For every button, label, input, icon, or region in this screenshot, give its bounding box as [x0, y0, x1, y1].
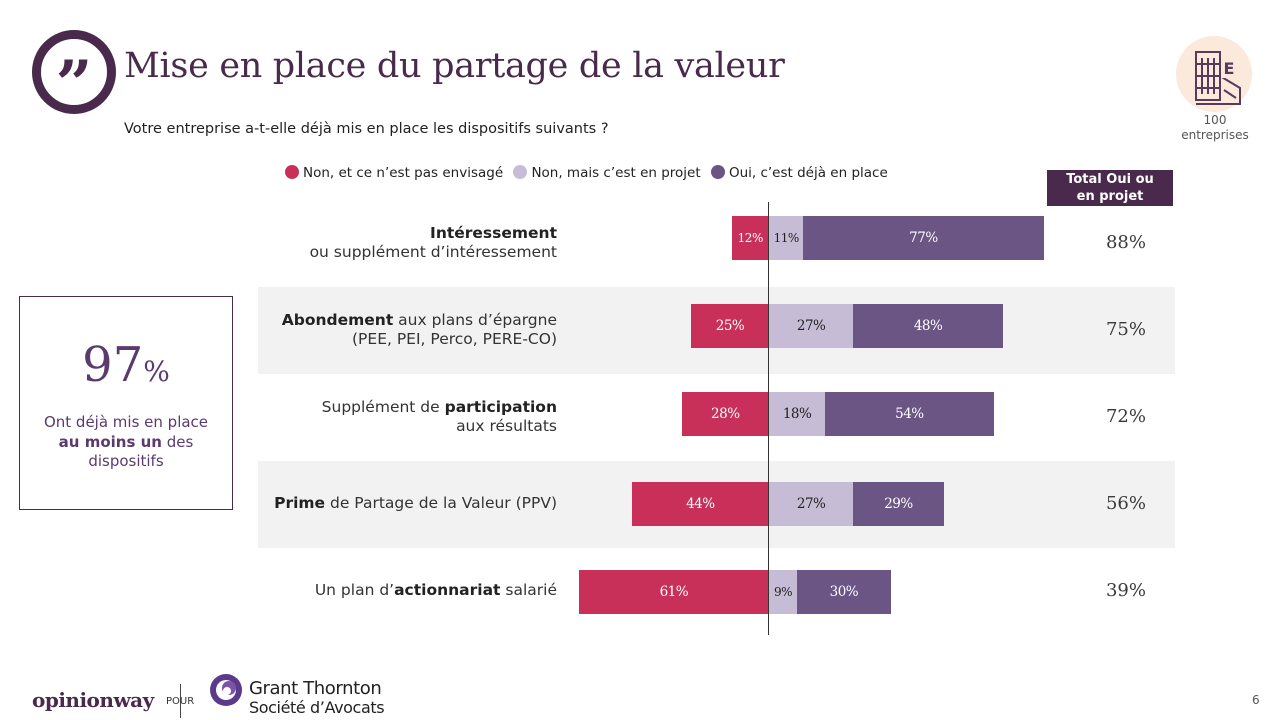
- bar-en-place: 48%: [853, 304, 1003, 348]
- bar-value-label: 48%: [913, 318, 943, 334]
- page-title: Mise en place du partage de la valeur: [124, 46, 785, 86]
- bar-value-label: 27%: [796, 318, 826, 334]
- bar-value-label: 61%: [659, 584, 689, 600]
- total-header-line2: en projet: [1076, 189, 1144, 204]
- bar-en-projet: 27%: [769, 482, 854, 526]
- highlight-box: 97% Ont déjà mis en place au moins un de…: [19, 296, 233, 510]
- label-bold: participation: [444, 398, 557, 416]
- legend: Non, et ce n’est pas envisagé Non, mais …: [285, 165, 894, 181]
- legend-label: Non, et ce n’est pas envisagé: [303, 165, 504, 181]
- legend-label: Non, mais c’est en projet: [531, 165, 701, 181]
- bar-non-envisage: 61%: [578, 570, 769, 614]
- label-line2: ou supplément d’intéressement: [309, 243, 557, 261]
- bar-non-envisage: 12%: [731, 216, 769, 260]
- caption-text-2: des dispositifs: [88, 432, 194, 471]
- building-icon: E: [1176, 36, 1252, 112]
- bar-en-place: 29%: [853, 482, 944, 526]
- label-bold: actionnariat: [394, 581, 501, 599]
- category-label-actionnariat: Un plan d’actionnariat salarié: [315, 581, 557, 600]
- category-label-ppv: Prime de Partage de la Valeur (PPV): [274, 494, 557, 513]
- svg-text:E: E: [1224, 59, 1235, 78]
- bar-value-label: 12%: [737, 231, 764, 245]
- legend-item-en-place: Oui, c’est déjà en place: [710, 165, 888, 181]
- bar-value-label: 29%: [884, 496, 913, 512]
- grant-thornton-logo-icon: [208, 672, 244, 712]
- total-column-header: Total Oui ou en projet: [1047, 170, 1173, 206]
- label-line2: aux résultats: [456, 417, 557, 435]
- quote-badge: ”: [32, 30, 116, 122]
- bar-value-label: 44%: [686, 496, 715, 512]
- label-line2: (PEE, PEI, Perco, PERE-CO): [352, 330, 557, 348]
- bar-value-label: 54%: [895, 406, 924, 422]
- legend-item-non-envisage: Non, et ce n’est pas envisagé: [285, 165, 503, 181]
- total-value: 88%: [1105, 232, 1146, 253]
- sample-count: 100: [1203, 113, 1227, 127]
- legend-label: Oui, c’est déjà en place: [728, 165, 888, 181]
- legend-swatch: [285, 165, 299, 179]
- total-value: 72%: [1105, 406, 1146, 427]
- label-rest: salarié: [500, 581, 557, 599]
- bar-value-label: 9%: [774, 585, 793, 599]
- bar-value-label: 25%: [715, 318, 745, 334]
- label-bold: Prime: [274, 494, 326, 512]
- highlight-caption: Ont déjà mis en place au moins un des di…: [30, 413, 222, 472]
- highlight-unit: %: [143, 355, 170, 388]
- bar-value-label: 30%: [829, 584, 859, 600]
- bar-value-label: 18%: [782, 406, 812, 422]
- caption-bold: au moins un: [58, 432, 162, 451]
- bar-value-label: 11%: [773, 231, 800, 245]
- bar-en-projet: 11%: [769, 216, 804, 260]
- bar-en-place: 30%: [797, 570, 891, 614]
- bar-en-place: 77%: [803, 216, 1044, 260]
- survey-question: Votre entreprise a-t-elle déjà mis en pl…: [124, 121, 609, 137]
- legend-swatch: [710, 165, 725, 179]
- total-value: 75%: [1105, 319, 1146, 340]
- label-rest: de Partage de la Valeur (PPV): [325, 494, 557, 512]
- total-header-line1: Total Oui ou: [1066, 172, 1154, 187]
- bar-en-projet: 18%: [769, 392, 826, 436]
- page-number: 6: [1252, 693, 1260, 707]
- label-pre: Supplément de: [321, 398, 445, 416]
- partner-name: Grant Thornton: [249, 678, 382, 699]
- highlight-value: 97%: [20, 337, 232, 393]
- partner-subtitle: Société d’Avocats: [249, 698, 385, 717]
- bar-value-label: 27%: [796, 496, 826, 512]
- legend-swatch: [513, 165, 528, 179]
- highlight-number: 97: [82, 337, 144, 393]
- bar-value-label: 28%: [711, 406, 740, 422]
- label-bold: Intéressement: [430, 224, 557, 242]
- total-value: 39%: [1105, 580, 1146, 601]
- divider: [180, 684, 181, 718]
- label-pre: Un plan d’: [314, 581, 395, 599]
- bar-en-projet: 9%: [769, 570, 798, 614]
- label-bold: Abondement: [281, 311, 394, 329]
- bar-en-projet: 27%: [769, 304, 854, 348]
- total-value: 56%: [1105, 493, 1146, 514]
- bar-non-envisage: 25%: [691, 304, 769, 348]
- category-label-abondement: Abondement aux plans d’épargne (PEE, PEI…: [282, 311, 557, 349]
- bar-non-envisage: 44%: [631, 482, 769, 526]
- category-label-interessement: Intéressement ou supplément d’intéressem…: [310, 224, 557, 262]
- bar-value-label: 77%: [909, 230, 938, 246]
- bar-non-envisage: 28%: [681, 392, 769, 436]
- label-rest: aux plans d’épargne: [393, 311, 557, 329]
- caption-text: Ont déjà mis en place: [43, 413, 209, 431]
- legend-item-en-projet: Non, mais c’est en projet: [513, 165, 701, 181]
- sample-label: entreprises: [1181, 128, 1249, 142]
- category-label-participation: Supplément de participation aux résultat…: [322, 398, 557, 436]
- zero-axis-line: [768, 202, 769, 635]
- sample-size: 100 entreprises: [1172, 113, 1258, 143]
- bar-en-place: 54%: [825, 392, 994, 436]
- opinionway-logo: opinionway: [32, 688, 154, 712]
